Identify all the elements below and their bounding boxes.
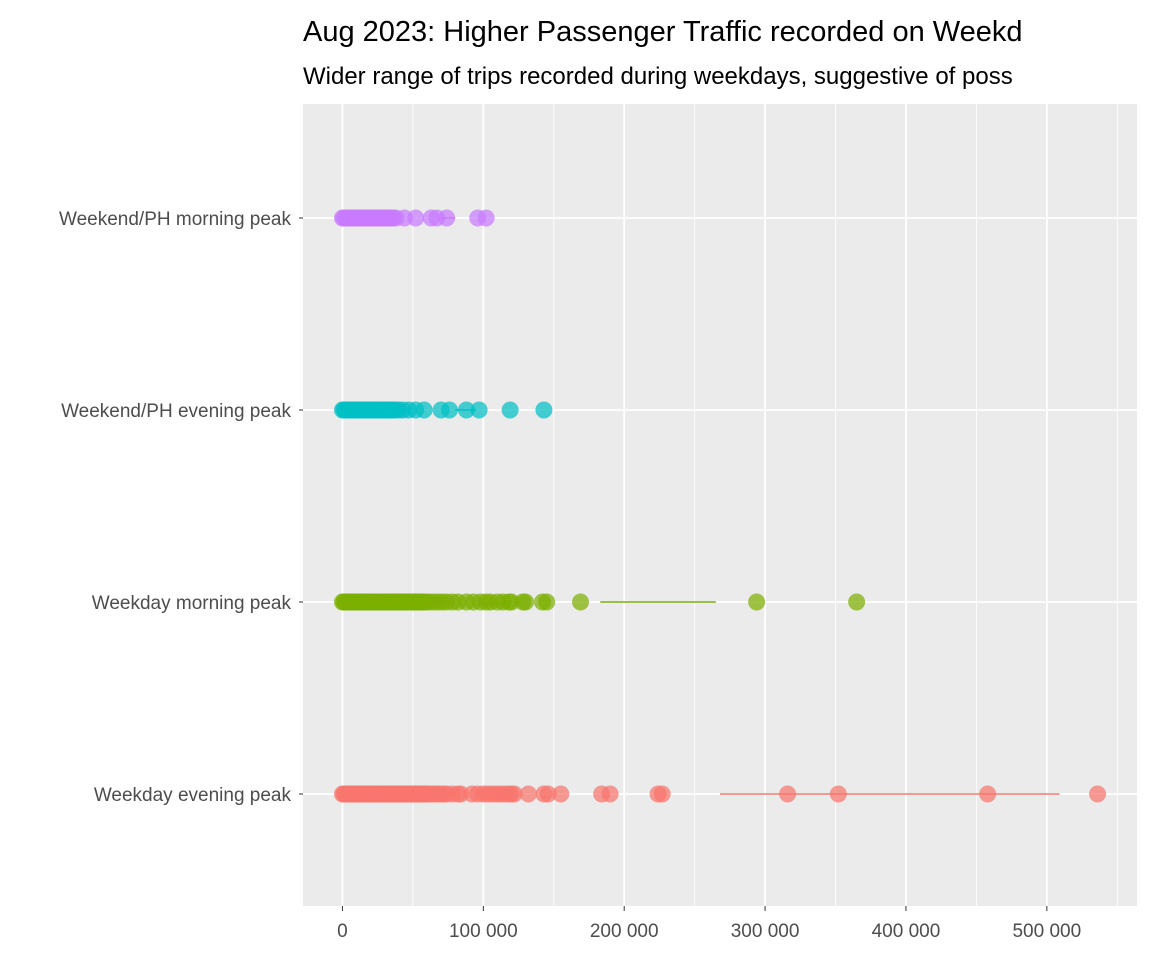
data-point — [505, 785, 523, 803]
y-tick-label: Weekday morning peak — [92, 593, 292, 614]
data-point — [572, 593, 590, 611]
data-point — [457, 401, 475, 419]
data-point — [539, 785, 557, 803]
y-tick-label: Weekend/PH morning peak — [59, 209, 291, 230]
y-tick-label: Weekday evening peak — [94, 785, 292, 806]
chart-subtitle: Wider range of trips recorded during wee… — [303, 63, 1013, 90]
data-point — [470, 401, 488, 419]
x-tick-label: 0 — [337, 921, 348, 942]
data-point — [848, 593, 866, 611]
data-point — [829, 785, 847, 803]
data-point — [441, 401, 459, 419]
data-point — [748, 593, 766, 611]
data-point — [979, 785, 997, 803]
data-point — [1089, 785, 1107, 803]
data-point — [538, 593, 556, 611]
data-point — [477, 209, 495, 227]
x-axis: 0 100 000 200 000 300 000 400 000 500 000 — [337, 906, 1081, 942]
data-points — [333, 209, 1107, 803]
plot-panel — [303, 104, 1137, 906]
x-tick-label: 500 000 — [1012, 921, 1081, 942]
grid-minor-lines — [412, 104, 1118, 906]
chart-title: Aug 2023: Higher Passenger Traffic recor… — [303, 16, 1023, 48]
y-tick-label: Weekend/PH evening peak — [61, 401, 291, 422]
data-point — [552, 785, 570, 803]
data-point — [407, 209, 425, 227]
data-point — [653, 785, 671, 803]
x-tick-label: 200 000 — [590, 921, 659, 942]
x-tick-label: 100 000 — [449, 921, 518, 942]
data-point — [501, 401, 519, 419]
data-point — [438, 209, 456, 227]
data-point — [779, 785, 797, 803]
x-tick-label: 300 000 — [731, 921, 800, 942]
x-tick-label: 400 000 — [872, 921, 941, 942]
data-point — [601, 785, 619, 803]
data-point — [517, 593, 535, 611]
y-axis: Weekend/PH morning peak Weekend/PH evenin… — [59, 209, 303, 806]
data-point — [415, 401, 433, 419]
data-point — [535, 401, 553, 419]
data-point — [519, 785, 537, 803]
